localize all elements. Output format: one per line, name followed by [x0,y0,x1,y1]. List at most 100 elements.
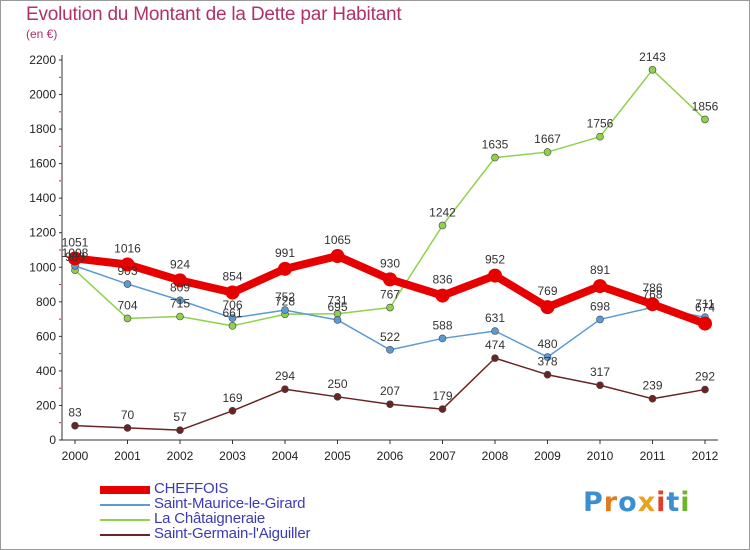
data-label: 983 [65,250,85,264]
data-label: 924 [170,257,190,271]
data-label: 294 [275,369,295,383]
data-label: 1065 [324,233,351,247]
legend-label-cheffois: CHEFFOIS [154,480,229,497]
x-tick-label: 2002 [167,449,194,463]
data-point [596,381,604,390]
data-point [333,316,342,324]
data-label: 952 [485,253,505,267]
data-label: 1667 [534,132,561,146]
data-point [438,405,447,413]
data-label: 715 [170,297,190,311]
data-point [701,115,709,124]
x-tick-label: 2011 [640,449,666,463]
data-label: 1051 [62,235,89,249]
logo-letter: P [583,487,604,518]
x-tick-label: 2009 [534,449,561,463]
data-point [386,400,394,409]
data-label: 1756 [587,117,614,131]
data-label: 768 [642,287,662,301]
data-label: 711 [695,297,714,311]
data-label: 991 [275,246,295,260]
x-tick-label: 2008 [482,449,509,463]
data-label: 522 [380,330,400,344]
y-tick-label: 200 [36,398,56,412]
data-point [176,312,184,321]
y-tick-label: 1800 [29,122,56,136]
logo-letter: i [680,487,691,518]
data-point [435,288,450,303]
data-point [491,327,499,335]
data-point [278,261,292,276]
data-label: 83 [68,406,82,420]
data-point [281,385,289,394]
data-label: 698 [590,299,610,313]
y-tick-label: 1200 [29,226,56,240]
logo-letter: r [603,487,619,518]
legend-label-saint-maurice: Saint-Maurice-le-Girard [154,495,306,512]
chart-subtitle: (en €) [26,27,58,41]
data-point [176,296,184,305]
legend-swatch-cheffois [100,486,150,494]
data-label: 588 [432,318,452,332]
data-point [645,297,660,312]
data-point [281,306,289,314]
data-label: 378 [537,355,557,369]
data-label: 661 [222,306,242,320]
logo-letter: x [637,487,657,518]
data-point [71,421,79,430]
data-label: 207 [380,384,400,398]
data-label: 728 [275,294,295,308]
legend-label-saint-germain: Saint-Germain-l'Aiguiller [154,525,311,542]
data-point [228,407,237,415]
data-point [333,393,342,401]
data-point [173,273,187,288]
legend-swatch-chataigneraie [100,519,150,521]
data-point [386,346,394,354]
x-tick-label: 2007 [429,449,456,463]
data-label: 891 [590,263,610,277]
legend-label-chataigneraie: La Châtaigneraie [154,510,266,527]
data-point [593,279,607,294]
data-label: 903 [117,264,137,278]
data-label: 239 [642,379,662,393]
data-point [491,153,499,162]
x-tick-label: 2006 [377,449,404,463]
data-point [596,132,604,141]
data-point [543,148,552,156]
data-point [698,316,712,331]
data-point [596,315,604,324]
data-label: 752 [275,290,295,304]
x-tick-label: 2000 [62,449,89,463]
data-point [488,268,502,283]
data-label: 836 [432,273,452,287]
data-point [68,251,82,266]
data-label: 695 [327,300,347,314]
logo-letter: o [618,487,638,518]
data-label: 1856 [692,99,719,113]
data-point [648,394,657,403]
data-label: 292 [695,370,715,384]
data-label: 930 [380,256,400,270]
data-label: 809 [170,280,190,294]
data-label: 786 [642,281,662,295]
data-label: 674 [695,301,715,315]
legend-swatch-saint-maurice [100,504,150,506]
chart-title: Evolution du Montant de la Dette par Hab… [26,4,402,25]
data-point [228,314,237,322]
data-label: 731 [327,294,347,308]
data-label: 2143 [639,50,666,64]
data-point [438,221,447,230]
data-label: 631 [485,311,505,325]
y-tick-label: 400 [36,364,56,378]
data-label: 480 [537,337,557,351]
data-label: 179 [432,389,452,403]
data-point [123,314,132,323]
y-tick-label: 1000 [29,260,56,274]
data-label: 1016 [114,242,141,256]
data-point [330,249,345,264]
data-point [438,334,447,343]
logo-letter: t [666,487,681,518]
data-label: 854 [222,269,242,283]
data-point [543,370,552,379]
data-label: 1242 [429,205,456,219]
